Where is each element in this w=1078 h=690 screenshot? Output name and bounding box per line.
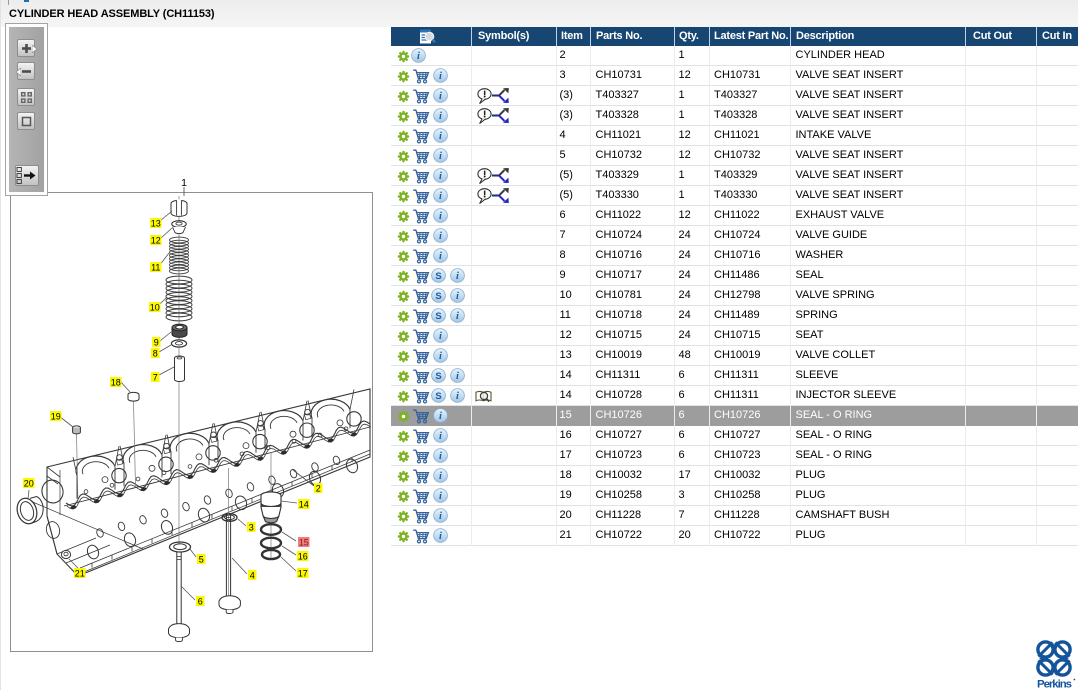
- svg-text:12: 12: [151, 236, 161, 246]
- svg-text:14: 14: [299, 500, 309, 510]
- svg-text:3: 3: [249, 523, 254, 533]
- svg-text:6: 6: [198, 597, 203, 607]
- svg-text:9: 9: [154, 338, 159, 348]
- svg-text:1: 1: [181, 177, 187, 189]
- svg-text:17: 17: [298, 569, 308, 579]
- svg-text:21: 21: [75, 569, 85, 579]
- svg-text:7: 7: [153, 373, 158, 383]
- svg-text:20: 20: [24, 479, 34, 489]
- svg-text:13: 13: [151, 219, 161, 229]
- svg-text:19: 19: [51, 412, 61, 422]
- svg-text:2: 2: [316, 484, 321, 494]
- svg-text:18: 18: [111, 378, 121, 388]
- svg-text:8: 8: [153, 349, 158, 359]
- svg-text:5: 5: [199, 555, 204, 565]
- svg-text:16: 16: [298, 552, 308, 562]
- svg-text:10: 10: [150, 303, 160, 313]
- svg-text:15: 15: [299, 538, 309, 548]
- svg-text:11: 11: [151, 263, 160, 273]
- svg-text:4: 4: [250, 571, 255, 581]
- svg-text:Perkins: Perkins: [1037, 679, 1072, 690]
